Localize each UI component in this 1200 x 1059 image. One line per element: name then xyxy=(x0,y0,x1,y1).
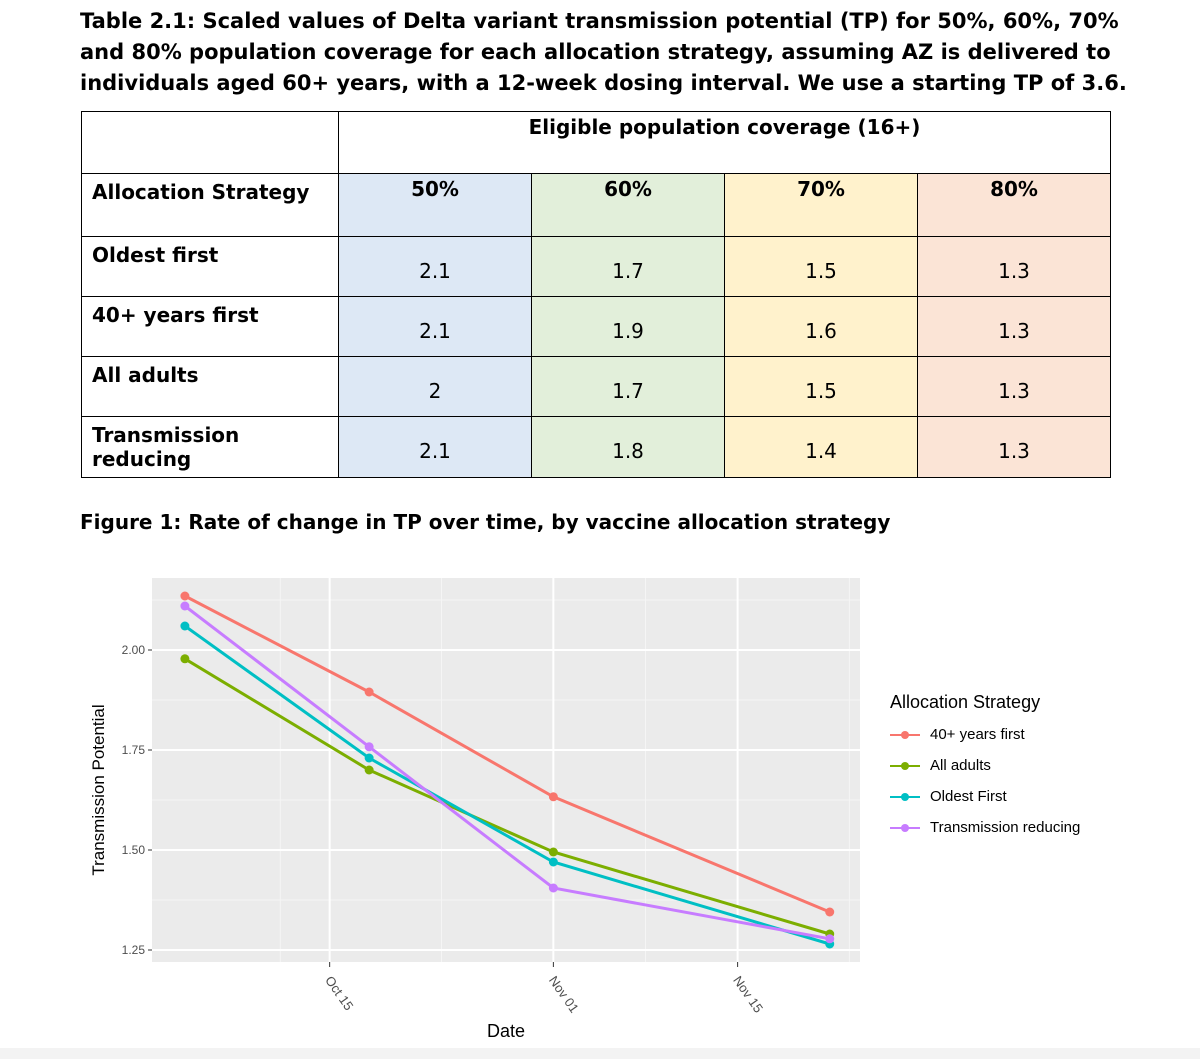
y-tick-label: 1.50 xyxy=(122,843,146,857)
column-header: 70% xyxy=(724,173,918,237)
table-row: All adults 2 1.7 1.5 1.3 xyxy=(81,356,1111,417)
series-line xyxy=(184,624,831,946)
table-row: Oldest first 2.1 1.7 1.5 1.3 xyxy=(81,236,1111,297)
tp-value-cell: 1.3 xyxy=(917,356,1111,417)
column-header: 80% xyxy=(917,173,1111,237)
table-corner-cell xyxy=(81,111,339,174)
strategy-label: All adults xyxy=(81,356,339,417)
tp-value-cell: 1.3 xyxy=(917,236,1111,297)
data-point xyxy=(364,753,374,763)
data-point xyxy=(548,857,558,867)
tp-value-cell: 1.8 xyxy=(531,416,725,478)
table-row: Transmission reducing 2.1 1.8 1.4 1.3 xyxy=(81,416,1111,478)
legend-item: Oldest First xyxy=(890,781,1080,812)
data-point xyxy=(548,847,558,857)
data-point xyxy=(364,742,374,752)
x-tick-label: Nov 15 xyxy=(730,973,766,1015)
tp-value-cell: 1.5 xyxy=(724,356,918,417)
tp-value-cell: 1.6 xyxy=(724,296,918,357)
x-axis-label: Date xyxy=(487,1021,525,1041)
data-point xyxy=(825,907,835,917)
tp-value-cell: 2.1 xyxy=(338,236,532,297)
x-tick-label: Oct 15 xyxy=(322,973,356,1013)
line-chart: 1.25 1.50 1.75 2.00 Oct 15 Nov 01 Nov 15 Date Tr… xyxy=(89,578,860,1041)
figure-caption: Figure 1: Rate of change in TP over time… xyxy=(80,510,891,534)
data-point xyxy=(180,591,190,601)
data-point xyxy=(364,765,374,775)
strategy-label: 40+ years first xyxy=(81,296,339,357)
y-axis-label: Transmission Potential xyxy=(89,704,108,875)
table-caption: Table 2.1: Scaled values of Delta varian… xyxy=(80,9,1127,95)
legend-key-icon xyxy=(890,821,920,835)
legend-key-icon xyxy=(890,759,920,773)
legend-label: Oldest First xyxy=(930,788,1007,805)
legend-key-icon xyxy=(890,728,920,742)
data-point xyxy=(825,934,835,944)
legend-label: Transmission reducing xyxy=(930,819,1081,836)
legend-item: All adults xyxy=(890,750,1080,781)
tp-value-cell: 1.7 xyxy=(531,236,725,297)
tp-value-cell: 2.1 xyxy=(338,416,532,478)
y-tick-label: 2.00 xyxy=(122,643,146,657)
page-footer-bar xyxy=(0,1048,1200,1059)
legend-item: 40+ years first xyxy=(890,719,1080,750)
legend-title: Allocation Strategy xyxy=(890,692,1041,712)
x-tick-label: Nov 01 xyxy=(546,973,582,1015)
column-header: 60% xyxy=(531,173,725,237)
data-point xyxy=(548,883,558,893)
legend-key-icon xyxy=(890,790,920,804)
data-point xyxy=(364,687,374,697)
series-line xyxy=(183,604,831,941)
tp-table: Eligible population coverage (16+) Alloc… xyxy=(81,111,1111,478)
data-point xyxy=(180,654,190,664)
data-point xyxy=(180,601,190,611)
tp-value-cell: 1.9 xyxy=(531,296,725,357)
strategy-label: Oldest first xyxy=(81,236,339,297)
series-line xyxy=(184,594,831,914)
tp-value-cell: 2.1 xyxy=(338,296,532,357)
column-header: 50% xyxy=(338,173,532,237)
legend-item: Transmission reducing xyxy=(890,812,1080,843)
y-tick-label: 1.25 xyxy=(122,943,146,957)
y-tick-label: 1.75 xyxy=(122,743,146,757)
data-point xyxy=(548,792,558,802)
tp-value-cell: 2 xyxy=(338,356,532,417)
data-point xyxy=(180,621,190,631)
legend-label: 40+ years first xyxy=(930,726,1025,743)
tp-value-cell: 1.7 xyxy=(531,356,725,417)
chart-legend: Allocation Strategy 40+ years first All a… xyxy=(890,692,1080,843)
strategy-label: Transmission reducing xyxy=(81,416,339,478)
tp-value-cell: 1.4 xyxy=(724,416,918,478)
row-header: Allocation Strategy xyxy=(81,173,339,237)
table-row: 40+ years first 2.1 1.9 1.6 1.3 xyxy=(81,296,1111,357)
tp-value-cell: 1.3 xyxy=(917,296,1111,357)
legend-label: All adults xyxy=(930,757,991,774)
group-header: Eligible population coverage (16+) xyxy=(338,111,1111,174)
tp-value-cell: 1.5 xyxy=(724,236,918,297)
tp-value-cell: 1.3 xyxy=(917,416,1111,478)
